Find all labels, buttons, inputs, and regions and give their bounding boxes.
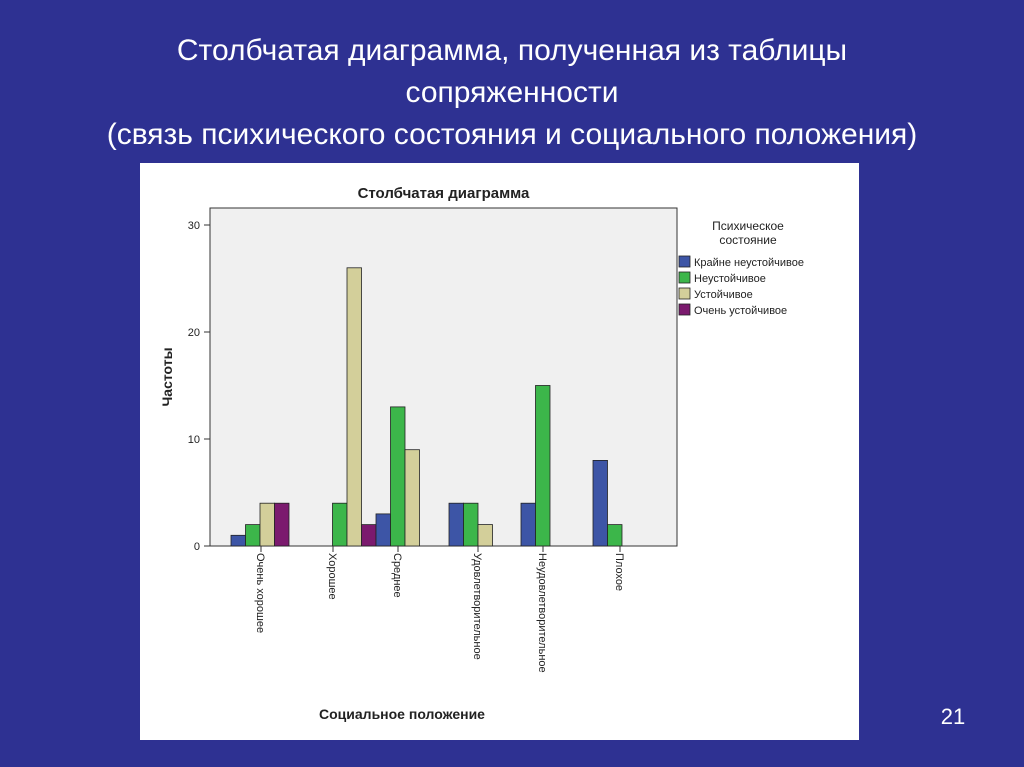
x-tick-label: Очень хорошее	[254, 553, 266, 633]
legend-swatch	[678, 303, 691, 316]
bar	[592, 459, 608, 547]
bar	[535, 385, 551, 547]
x-tick-label: Неудовлетворительное	[536, 553, 548, 673]
page-number: 21	[940, 704, 966, 729]
slide-title-line-3: (связь психического состояния и социальн…	[106, 118, 918, 151]
bar	[230, 534, 246, 547]
y-tick-label: 20	[188, 327, 200, 339]
bar	[477, 524, 493, 547]
legend-title-line-2: состояние	[719, 233, 777, 247]
x-tick-label: Плохое	[613, 553, 625, 591]
chart-panel: Столбчатая диаграмма 0 10 20 30 Частоты Очень …	[140, 163, 859, 740]
legend-item-label: Крайне неустойчивое	[694, 257, 804, 269]
bar	[245, 524, 261, 547]
bar	[390, 406, 406, 547]
x-tick-label: Удовлетворительное	[471, 553, 483, 660]
bar	[463, 502, 479, 547]
x-tick-label: Хорошее	[326, 553, 338, 600]
slide-title-line-2: сопряженности	[405, 76, 619, 109]
bar	[332, 502, 348, 547]
y-tick-label: 10	[188, 434, 200, 446]
slide-title-line-1: Столбчатая диаграмма, полученная из табл…	[176, 34, 848, 67]
legend-swatch	[678, 255, 691, 268]
legend-swatch	[678, 271, 691, 284]
slide-title: Столбчатая диаграмма, полученная из табл…	[0, 30, 1024, 156]
chart-title: Столбчатая диаграмма	[358, 185, 530, 202]
bar-chart: Столбчатая диаграмма 0 10 20 30 Частоты Очень …	[159, 185, 804, 722]
x-tick-label: Среднее	[391, 553, 403, 598]
bar	[607, 524, 623, 547]
bar	[259, 502, 275, 547]
bar	[520, 502, 536, 547]
legend-item-label: Устойчивое	[694, 289, 753, 301]
legend-item-label: Неустойчивое	[694, 273, 766, 285]
legend-swatch	[678, 287, 691, 300]
bar	[346, 267, 362, 547]
bar	[375, 513, 391, 547]
bar	[274, 502, 290, 547]
legend-title-line-1: Психическое	[712, 219, 784, 233]
y-tick-label: 0	[194, 541, 200, 553]
x-axis-label: Социальное положение	[319, 706, 485, 722]
bar	[361, 524, 377, 547]
bar	[448, 502, 464, 547]
bar	[404, 449, 420, 547]
legend-item-label: Очень устойчивое	[694, 305, 787, 317]
y-axis-label: Частоты	[159, 347, 175, 406]
y-tick-label: 30	[188, 220, 200, 232]
